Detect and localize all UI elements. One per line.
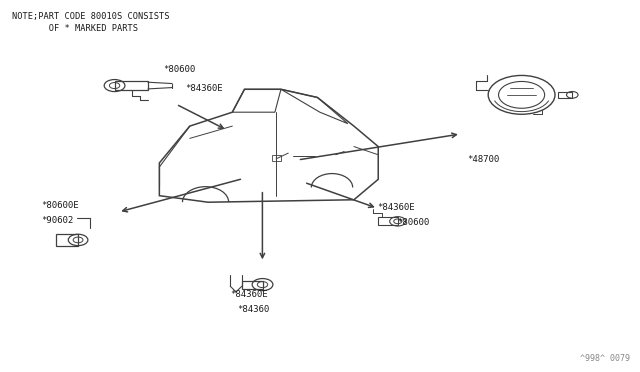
- Text: *84360: *84360: [237, 305, 269, 314]
- Text: *84360E: *84360E: [378, 203, 415, 212]
- Text: *80600E: *80600E: [42, 201, 79, 210]
- Text: OF * MARKED PARTS: OF * MARKED PARTS: [12, 24, 138, 33]
- Text: *84360E: *84360E: [230, 291, 268, 299]
- Text: *80600: *80600: [397, 218, 429, 227]
- Text: ^998^ 0079: ^998^ 0079: [580, 354, 630, 363]
- Text: *90602: *90602: [42, 216, 74, 225]
- Text: *84360E: *84360E: [186, 84, 223, 93]
- Text: NOTE;PART CODE 80010S CONSISTS: NOTE;PART CODE 80010S CONSISTS: [12, 12, 169, 21]
- Text: *48700: *48700: [467, 155, 499, 164]
- Text: *80600: *80600: [163, 65, 195, 74]
